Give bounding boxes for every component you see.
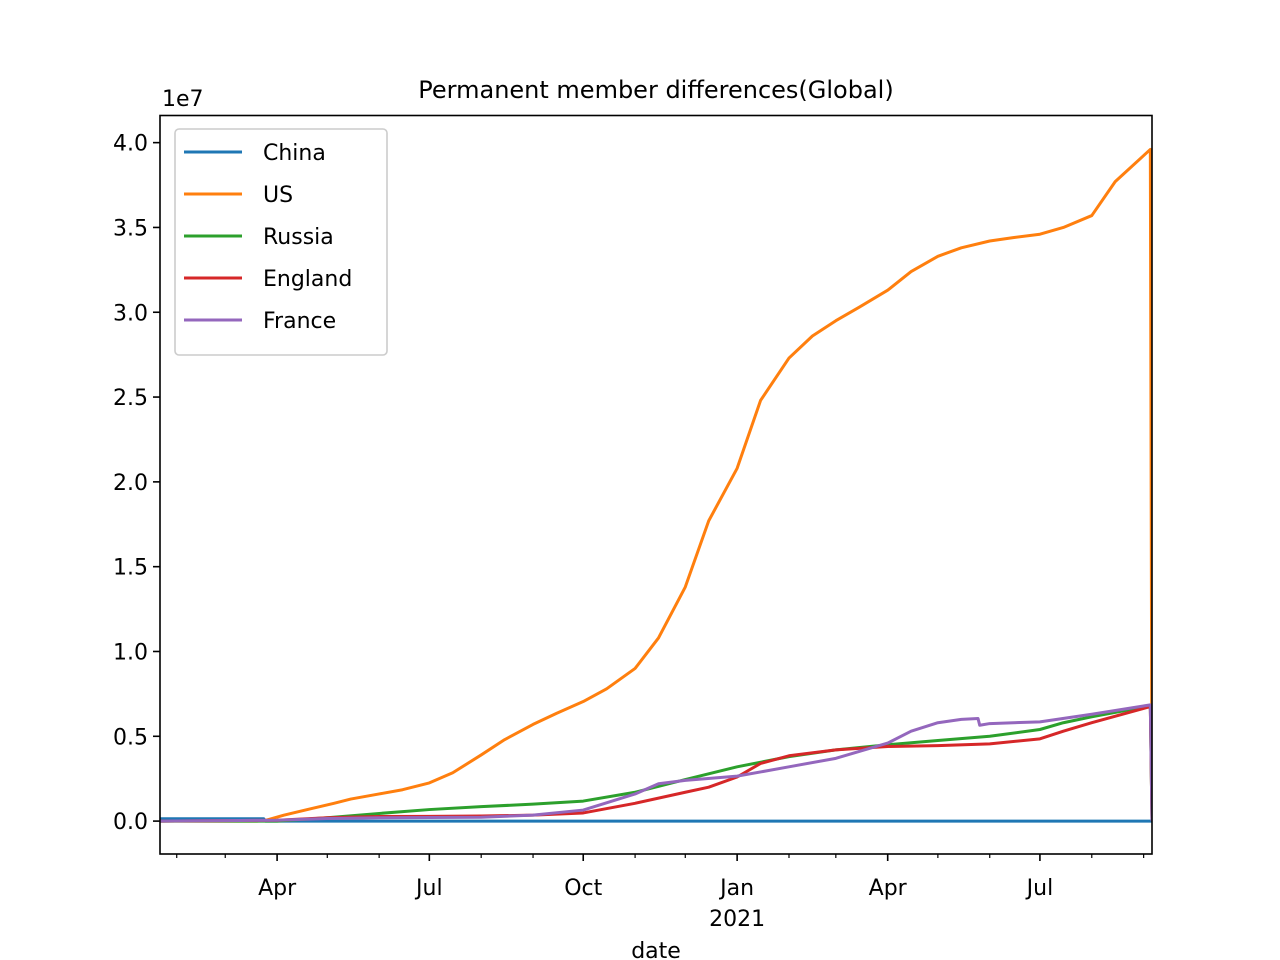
x-tick-label: Jul — [1025, 876, 1054, 901]
chart-title: Permanent member differences(Global) — [418, 76, 893, 104]
legend-label-france: France — [263, 309, 336, 334]
x-tick-label: Jul — [414, 876, 443, 901]
legend-box — [174, 128, 388, 356]
y-tick-label: 1.5 — [113, 556, 148, 581]
legend-label-us: US — [263, 183, 293, 208]
legend-label-england: England — [263, 267, 352, 292]
y-tick-label: 3.0 — [113, 301, 148, 326]
y-tick-label: 1.0 — [113, 640, 148, 665]
y-tick-label: 0.0 — [113, 810, 148, 835]
series-layer — [160, 147, 1152, 823]
legend-label-russia: Russia — [263, 225, 334, 250]
legend-label-china: China — [263, 141, 326, 166]
plot-frame — [159, 114, 1153, 855]
y-tick-label: 2.0 — [113, 471, 148, 496]
x-tick-label: Apr — [258, 876, 297, 901]
y-tick-label: 0.5 — [113, 725, 148, 750]
y-offset-label: 1e7 — [162, 87, 204, 112]
x-axis: Apr Jul Oct Jan 2021 Apr Jul — [176, 854, 1145, 932]
y-tick-label: 2.5 — [113, 386, 148, 411]
x-tick-label: Apr — [869, 876, 908, 901]
y-axis: 0.0 0.5 1.0 1.5 2.0 2.5 3.0 3.5 4.0 — [113, 132, 160, 835]
x-tick-label: Oct — [564, 876, 602, 901]
series-line-us — [160, 147, 1152, 823]
x-axis-label: date — [631, 939, 681, 960]
y-tick-label: 4.0 — [113, 132, 148, 157]
y-tick-label: 3.5 — [113, 216, 148, 241]
series-line-russia — [160, 704, 1152, 823]
x-tick-sublabel: 2021 — [709, 907, 765, 932]
x-tick-label: Jan — [718, 876, 754, 901]
series-line-france — [160, 703, 1152, 823]
legend: China US Russia England France — [174, 128, 388, 356]
